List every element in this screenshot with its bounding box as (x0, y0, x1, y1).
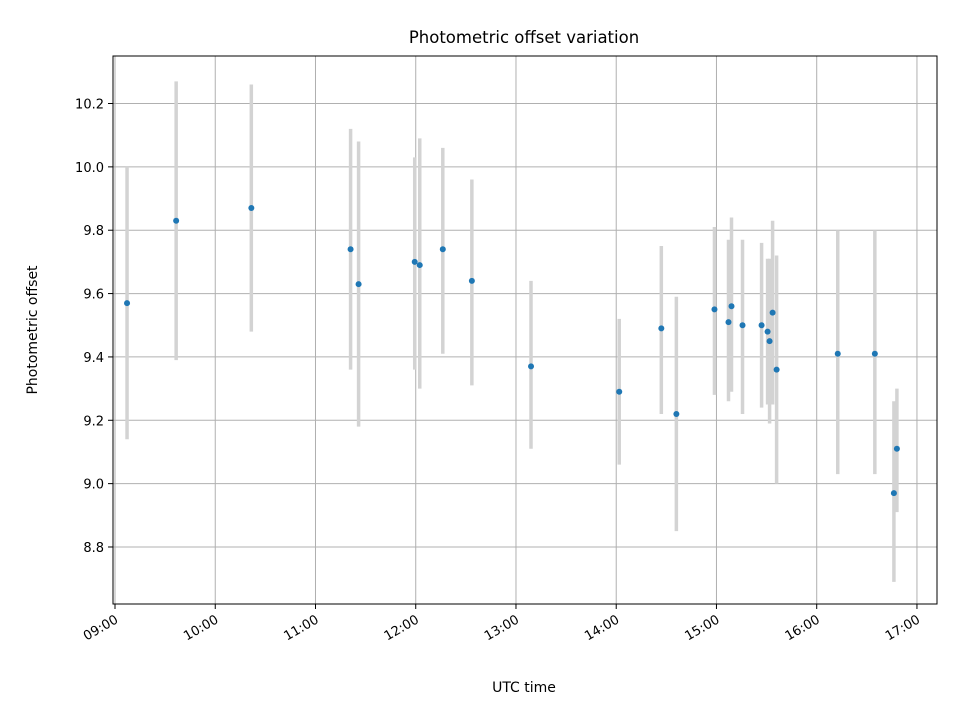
error-bars (125, 81, 899, 582)
data-point (766, 338, 773, 345)
data-point (616, 388, 623, 395)
y-tick-label: 10.0 (75, 161, 104, 176)
data-point (658, 325, 665, 332)
data-point (739, 322, 746, 329)
data-point (769, 309, 776, 316)
y-tick-label: 9.4 (83, 351, 104, 366)
data-point (347, 246, 354, 253)
data-point (711, 306, 718, 313)
y-tick-label: 9.8 (83, 224, 104, 239)
data-point (173, 217, 180, 224)
data-point (764, 328, 771, 335)
data-point (893, 445, 900, 452)
x-tick-label: 09:00 (81, 612, 121, 644)
data-point (411, 258, 418, 265)
axis-ticks: 8.8 9.0 9.2 9.4 9.6 9.8 10.0 10.2 09:00 10:00 11:0… (75, 98, 923, 645)
data-points (124, 205, 900, 497)
x-tick-label: 16:00 (783, 612, 823, 644)
data-point (124, 300, 131, 307)
grid (113, 56, 937, 604)
y-tick-label: 8.8 (83, 541, 104, 556)
data-point (439, 246, 446, 253)
x-tick-label: 12:00 (382, 612, 422, 644)
chart-title: Photometric offset variation (409, 28, 639, 47)
data-point (468, 277, 475, 284)
x-tick-label: 15:00 (683, 612, 723, 644)
x-tick-label: 17:00 (883, 612, 923, 644)
x-tick-label: 10:00 (181, 612, 221, 644)
y-tick-label: 9.6 (83, 288, 104, 303)
x-tick-label: 13:00 (482, 612, 522, 644)
data-point (773, 366, 780, 373)
data-point (871, 350, 878, 357)
data-point (248, 205, 255, 212)
plot-frame (112, 55, 938, 605)
data-point (890, 490, 897, 497)
y-tick-label: 9.0 (83, 478, 104, 493)
data-point (355, 281, 362, 288)
data-point (725, 319, 732, 326)
data-point (728, 303, 735, 310)
data-point (834, 350, 841, 357)
y-tick-label: 10.2 (75, 98, 104, 113)
x-tick-label: 11:00 (282, 612, 322, 644)
data-point (416, 262, 423, 269)
data-point (758, 322, 765, 329)
data-point (673, 410, 680, 417)
y-tick-label: 9.2 (83, 414, 104, 429)
y-axis-title: Photometric offset (25, 265, 41, 395)
x-tick-label: 14:00 (582, 612, 622, 644)
x-axis-title: UTC time (492, 680, 556, 696)
data-point (528, 363, 535, 370)
